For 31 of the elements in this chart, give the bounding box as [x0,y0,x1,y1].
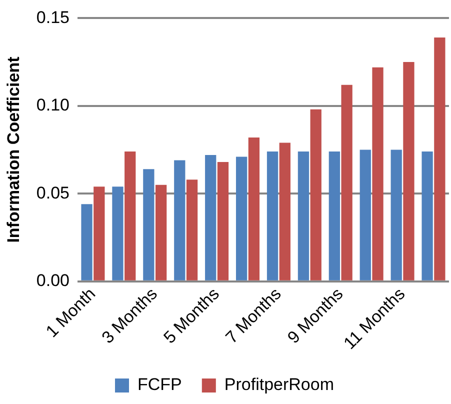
bar [266,152,278,280]
bar [124,152,136,280]
bar [298,152,310,280]
bar [310,109,322,280]
bar [279,142,290,280]
bar [372,67,384,280]
bar [174,160,186,280]
bar [248,137,260,280]
y-tick-label: 0.00 [36,271,70,290]
bar [422,152,433,280]
bar [205,155,216,280]
bar [434,37,446,280]
bar [360,150,371,280]
bar [186,180,198,280]
y-axis-title: Information Coefficient [4,56,23,243]
legend-label: FCFP [138,375,182,394]
legend-label: ProfitperRoom [224,375,334,394]
y-tick-label: 0.05 [36,183,70,202]
bar [112,186,124,280]
y-tick-label: 0.15 [36,8,70,27]
bar [217,162,229,280]
bar [236,156,248,280]
bar [143,169,154,280]
bar [94,186,105,280]
y-tick-label: 0.10 [36,96,70,115]
bar [390,150,402,280]
bar [328,152,340,280]
bar [81,204,92,280]
bar [156,184,167,280]
bar [403,62,414,280]
bar [341,84,352,280]
